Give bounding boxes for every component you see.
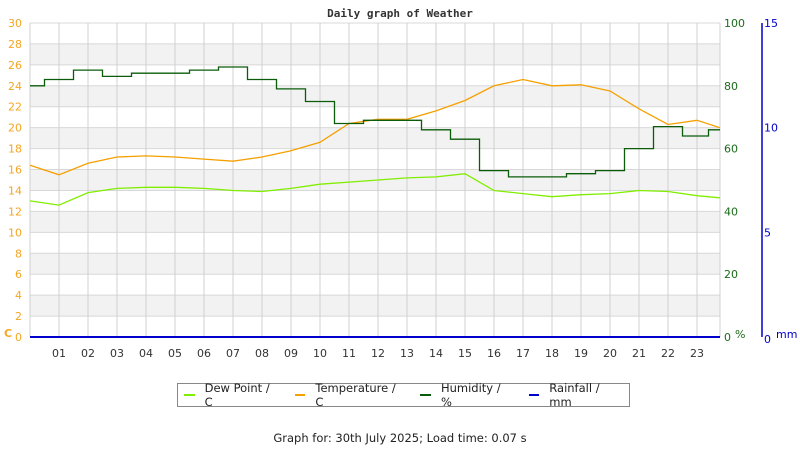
grid-band (30, 295, 720, 317)
dew-point-swatch-icon (184, 394, 195, 396)
x-tick-label: 01 (52, 347, 66, 360)
grid-band (30, 253, 720, 275)
x-tick-label: 23 (690, 347, 704, 360)
left-tick-label: 12 (8, 205, 22, 218)
right-axis-ticks: 0 20 40 60 80 100 (724, 17, 745, 344)
x-tick-label: 22 (661, 347, 675, 360)
x-tick-label: 09 (284, 347, 298, 360)
x-tick-label: 16 (487, 347, 501, 360)
grid-band (30, 211, 720, 233)
x-tick-label: 17 (516, 347, 530, 360)
x-tick-label: 21 (632, 347, 646, 360)
x-tick-label: 18 (545, 347, 559, 360)
legend-label: Temperature / C (315, 381, 396, 409)
left-tick-label: 4 (15, 289, 22, 302)
graph-footer: Graph for: 30th July 2025; Load time: 0.… (273, 431, 527, 445)
x-tick-label: 07 (226, 347, 240, 360)
right-tick-label: 60 (724, 143, 738, 156)
left-tick-label: 0 (15, 331, 22, 344)
x-tick-label: 12 (371, 347, 385, 360)
left-tick-label: 18 (8, 143, 22, 156)
x-tick-label: 19 (574, 347, 588, 360)
right-tick-label: 20 (724, 268, 738, 281)
left-tick-label: 28 (8, 38, 22, 51)
x-tick-label: 10 (313, 347, 327, 360)
chart-title: Daily graph of Weather (327, 7, 473, 20)
legend-label: Humidity / % (440, 381, 501, 409)
series-line (29, 173, 721, 206)
right-tick-label: 0 (724, 331, 731, 344)
rain-tick-label: 0 (764, 333, 771, 346)
weather-chart: Daily graph of Weather 02468101214161820… (4, 7, 797, 360)
rain-tick-label: 10 (764, 122, 778, 135)
temperature-swatch-icon (294, 394, 306, 396)
left-tick-label: 30 (8, 17, 22, 30)
x-tick-label: 11 (342, 347, 356, 360)
rain-axis-unit: mm (776, 328, 797, 341)
x-tick-label: 20 (603, 347, 617, 360)
rain-axis-ticks: 0 5 10 15 (764, 17, 778, 346)
right-axis-unit: % (735, 328, 745, 341)
grid-bands (30, 22, 720, 338)
x-tick-label: 05 (168, 347, 182, 360)
right-tick-label: 80 (724, 80, 738, 93)
left-tick-label: 10 (8, 226, 22, 239)
rain-tick-label: 15 (764, 17, 778, 30)
left-tick-label: 24 (8, 80, 22, 93)
left-tick-label: 16 (8, 164, 22, 177)
legend-label: Rainfall / mm (549, 381, 600, 409)
left-tick-label: 14 (8, 184, 22, 197)
legend-item-temperature: Temperature / C (294, 381, 405, 409)
rain-tick-label: 5 (764, 226, 771, 239)
series-line (29, 78, 721, 176)
right-tick-label: 40 (724, 205, 738, 218)
x-axis-ticks: 01 02 03 04 05 06 07 08 09 10 11 12 13 14 15 16 17 18 19 20… (52, 347, 704, 360)
x-tick-label: 08 (255, 347, 269, 360)
x-tick-label: 13 (400, 347, 414, 360)
series-line (30, 66, 720, 178)
x-tick-label: 06 (197, 347, 211, 360)
data-series (29, 66, 721, 338)
x-tick-label: 02 (81, 347, 95, 360)
left-tick-label: 6 (15, 268, 22, 281)
left-tick-label: 2 (15, 310, 22, 323)
legend-label: Dew Point / C (204, 381, 270, 409)
x-tick-label: 15 (458, 347, 472, 360)
legend-item-humidity: Humidity / % (420, 381, 512, 409)
left-tick-label: 8 (15, 247, 22, 260)
rainfall-swatch-icon (528, 394, 540, 396)
legend-item-rainfall: Rainfall / mm (528, 381, 623, 409)
legend-item-dew-point: Dew Point / C (184, 381, 279, 409)
left-axis-unit: C (4, 327, 12, 340)
x-tick-label: 03 (110, 347, 124, 360)
x-tick-label: 14 (429, 347, 443, 360)
left-tick-label: 20 (8, 122, 22, 135)
chart-legend: Dew Point / C Temperature / C Humidity /… (177, 381, 630, 409)
right-tick-label: 100 (724, 17, 745, 30)
left-tick-label: 22 (8, 101, 22, 114)
grid-band (30, 127, 720, 149)
humidity-swatch-icon (420, 394, 431, 396)
grid-band (30, 43, 720, 65)
grid-vertical (29, 23, 721, 337)
left-tick-label: 26 (8, 59, 22, 72)
grid-band (30, 85, 720, 107)
x-tick-label: 04 (139, 347, 153, 360)
